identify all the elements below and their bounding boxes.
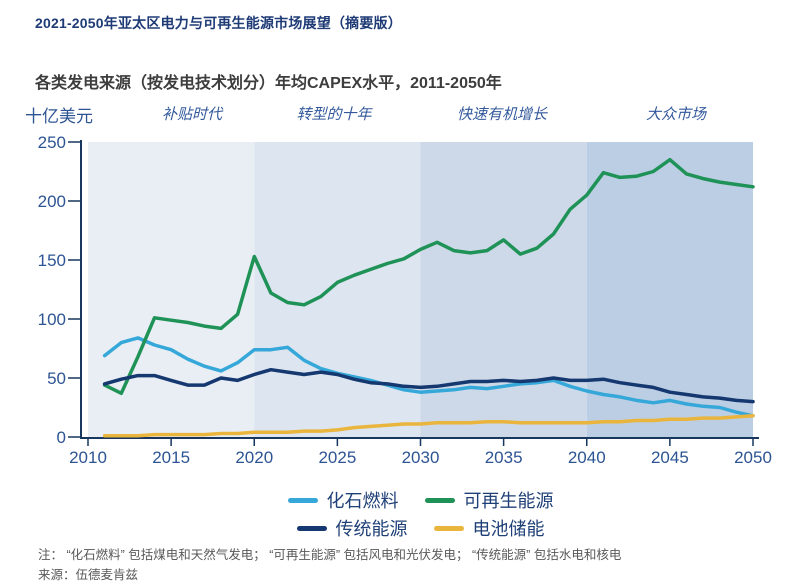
- era-band: [254, 142, 421, 437]
- era-band: [88, 142, 255, 437]
- chart-title: 各类发电来源（按发电技术划分）年均CAPEX水平，2011-2050年: [35, 75, 502, 92]
- y-axis-tick-label: 150: [38, 251, 66, 270]
- y-axis-tick-label: 250: [38, 133, 66, 152]
- era-label-growth: 快速有机增长: [456, 106, 548, 123]
- capex-line-chart: 0 50 100 150 200 250 2010 2015 2020 2025 2030 2035 2…: [38, 133, 772, 467]
- x-axis-tick-label: 2045: [651, 448, 689, 467]
- x-axis-tick-label: 2020: [235, 448, 273, 467]
- renewable-line-swatch-icon: [424, 497, 455, 503]
- legend-label-fossil: 化石燃料: [326, 491, 399, 511]
- page-title: 2021-2050年亚太区电力与可再生能源市场展望（摘要版）: [35, 15, 402, 31]
- x-axis-tick-label: 2025: [318, 448, 356, 467]
- legend-item-renewable: 可再生能源: [424, 487, 554, 513]
- y-axis-unit-label: 十亿美元: [25, 107, 93, 126]
- x-axis-tick-label: 2050: [734, 448, 772, 467]
- era-label-subsidy: 补贴时代: [161, 106, 223, 123]
- y-axis-tick-label: 0: [57, 428, 66, 447]
- legend-item-fossil: 化石燃料: [287, 487, 399, 513]
- x-axis-tick-label: 2035: [485, 448, 523, 467]
- series-line-battery: [102, 414, 755, 438]
- note-line: 注： “化石燃料” 包括煤电和天然气发电； “可再生能源” 包括风电和光伏发电；…: [38, 548, 622, 562]
- traditional-line-swatch-icon: [296, 525, 327, 531]
- fossil-line-swatch-icon: [287, 497, 318, 503]
- legend-label-battery: 电池储能: [472, 519, 545, 539]
- era-band: [586, 142, 753, 437]
- x-axis-tick-label: 2010: [69, 448, 107, 467]
- footnotes: 注： “化石燃料” 包括煤电和天然气发电； “可再生能源” 包括风电和光伏发电；…: [38, 545, 621, 585]
- era-label-transition: 转型的十年: [296, 106, 372, 123]
- legend-item-traditional: 传统能源: [296, 515, 408, 541]
- legend-label-traditional: 传统能源: [335, 519, 408, 539]
- series-line-renewable: [102, 157, 755, 396]
- x-axis-tick-label: 2030: [402, 448, 440, 467]
- legend-item-battery: 电池储能: [433, 515, 545, 541]
- battery-line-swatch-icon: [433, 525, 464, 531]
- x-axis-tick-label: 2040: [568, 448, 606, 467]
- x-axis-tick-label: 2015: [152, 448, 190, 467]
- chart-legend: 化石燃料 可再生能源 传统能源 电池储能: [88, 487, 753, 541]
- series-line-traditional: [102, 367, 755, 404]
- y-axis-tick-label: 200: [38, 192, 66, 211]
- source-line: 来源：伍德麦肯兹: [38, 568, 139, 582]
- legend-label-renewable: 可再生能源: [463, 491, 554, 511]
- y-axis-tick-label: 100: [38, 310, 66, 329]
- y-axis-tick-label: 50: [47, 369, 66, 388]
- legend-row: 化石燃料 可再生能源: [287, 487, 554, 513]
- legend-row: 传统能源 电池储能: [296, 515, 545, 541]
- era-label-mass: 大众市场: [645, 106, 707, 123]
- series-line-fossil: [102, 336, 755, 418]
- era-band: [420, 142, 587, 437]
